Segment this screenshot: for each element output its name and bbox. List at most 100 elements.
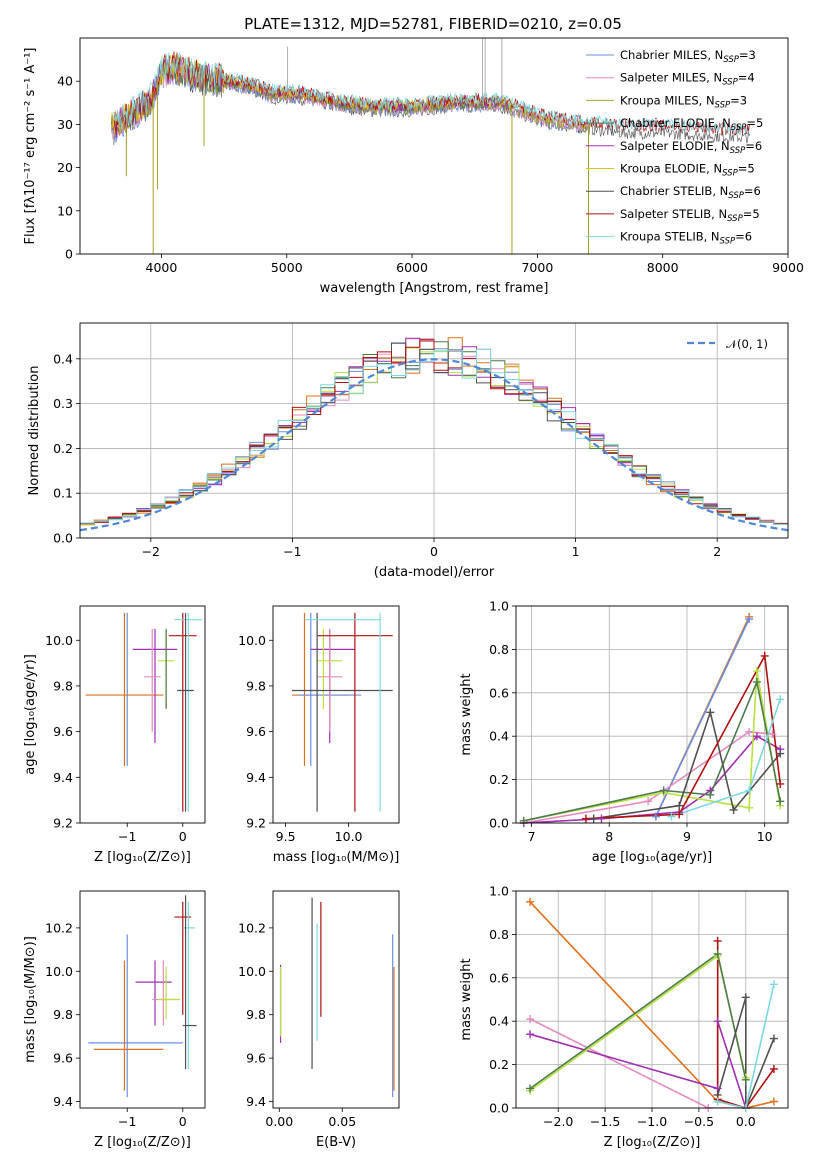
x-axis-label: Z [log₁₀(Z/Z⊙)] — [94, 850, 191, 865]
y-tick-label: 9.4 — [53, 770, 73, 785]
weight-marker — [741, 993, 750, 1002]
weight-marker — [526, 897, 535, 906]
plot-area — [110, 38, 751, 254]
y-tick-label: 0.4 — [53, 351, 73, 366]
x-tick-label: 0.00 — [265, 1114, 293, 1129]
y-tick-label: 9.8 — [53, 678, 73, 693]
x-tick-label: −1.0 — [637, 1114, 667, 1129]
panel-mass-vs-EBV: 0.00 0.05 9.4 9.6 9.8 10.0 10.2 E(B-V) — [238, 890, 400, 1150]
legend-label: 𝒩(0, 1) — [726, 337, 768, 351]
x-tick-label: −1 — [118, 1114, 136, 1129]
axes-frame — [272, 605, 400, 824]
weight-marker — [776, 779, 785, 788]
weight-marker — [589, 814, 598, 823]
weight-marker — [752, 677, 761, 686]
y-tick-label: 9.4 — [246, 1094, 266, 1109]
x-axis-label: Z [log₁₀(Z/Z⊙)] — [94, 1135, 191, 1150]
weight-marker — [526, 1084, 535, 1093]
y-tick-label: 9.8 — [246, 678, 266, 693]
x-tick-label: 7000 — [521, 260, 553, 275]
plot-area — [85, 612, 203, 812]
x-tick-label: 0 — [179, 829, 187, 844]
y-tick-label: 0.2 — [489, 1057, 509, 1072]
histogram-series-kroupa_stelib — [80, 348, 788, 525]
y-tick-label: 10.0 — [238, 964, 266, 979]
x-tick-label: 6000 — [396, 260, 428, 275]
plot-area — [88, 895, 197, 1098]
weight-marker — [675, 801, 684, 810]
weight-marker — [752, 732, 761, 741]
axes-frame — [272, 890, 400, 1109]
axes-frame — [515, 890, 789, 1109]
legend-label: Kroupa MILES, NSSP=3 — [620, 93, 747, 110]
x-axis-label: Z [log₁₀(Z/Z⊙)] — [604, 1135, 701, 1150]
weight-marker — [745, 727, 754, 736]
x-tick-label: 1 — [572, 544, 580, 559]
y-tick-label: 1.0 — [489, 599, 509, 614]
x-tick-label: −1.5 — [590, 1114, 620, 1129]
y-tick-label: 30 — [57, 117, 73, 132]
weight-marker — [776, 695, 785, 704]
weight-marker — [675, 810, 684, 819]
panel-age-vs-Z: −1 0 9.2 9.4 9.6 9.8 10.0 Z [log₁₀(Z/Z⊙)] age [l… — [23, 605, 206, 865]
weight-marker — [752, 667, 761, 676]
weight-marker — [526, 1015, 535, 1024]
legend-label: Kroupa ELODIE, NSSP=5 — [620, 162, 755, 179]
weight-marker — [651, 812, 660, 821]
y-tick-label: 0.2 — [53, 441, 73, 456]
x-tick-label: −2 — [142, 544, 160, 559]
weight-marker — [760, 651, 769, 660]
axes-frame — [79, 890, 206, 1109]
weight-marker — [644, 797, 653, 806]
weight-marker — [768, 730, 777, 739]
y-tick-label: 0.0 — [489, 816, 509, 831]
y-tick-label: 1.0 — [489, 884, 509, 899]
weight-marker — [769, 1034, 778, 1043]
weight-marker — [776, 797, 785, 806]
x-axis-label: wavelength [Angstrom, rest frame] — [320, 281, 549, 296]
weight-marker — [769, 980, 778, 989]
y-tick-label: 20 — [57, 160, 73, 175]
y-tick-label: 0 — [65, 247, 73, 262]
x-axis-label: mass [log₁₀(M/M⊙)] — [273, 850, 400, 865]
weight-series-chabrier_stelib — [716, 997, 775, 1108]
x-tick-label: 8 — [605, 829, 613, 844]
y-tick-label: 0.2 — [489, 772, 509, 787]
x-tick-label: 2 — [713, 544, 721, 559]
spectrum-series-kroupa_stelib — [113, 52, 751, 135]
x-tick-label: 10 — [757, 829, 773, 844]
weight-series-salpeter_elodie — [523, 735, 781, 823]
weight-marker — [776, 749, 785, 758]
spectrum-series-salpeter_stelib — [113, 51, 751, 136]
y-axis-label: mass weight — [459, 958, 474, 1040]
y-axis-label: mass [log₁₀(M/M⊙)] — [23, 936, 38, 1063]
x-tick-label: 0 — [179, 1114, 187, 1129]
x-tick-label: 7 — [528, 829, 536, 844]
x-tick-label: −0.5 — [684, 1114, 714, 1129]
y-tick-label: 0.0 — [489, 1101, 509, 1116]
weight-marker — [745, 803, 754, 812]
x-tick-label: −1 — [118, 829, 136, 844]
weight-series-kroupa_stelib — [717, 984, 775, 1108]
weight-series-chabrier_miles — [655, 618, 750, 817]
x-tick-label: 10.0 — [335, 829, 363, 844]
y-tick-label: 10.2 — [238, 920, 266, 935]
x-tick-label: 4000 — [146, 260, 178, 275]
axes-frame — [515, 605, 789, 824]
y-tick-label: 10.0 — [238, 633, 266, 648]
y-tick-label: 9.8 — [53, 1007, 73, 1022]
weight-marker — [713, 936, 722, 945]
gaussian-curve — [80, 358, 788, 532]
legend-label: Chabrier ELODIE, NSSP=5 — [620, 116, 763, 133]
x-tick-label: 0.0 — [736, 1114, 756, 1129]
y-tick-label: 0.6 — [489, 970, 509, 985]
y-tick-label: 9.2 — [53, 816, 73, 831]
panel-age-vs-mass: 9.5 10.0 9.2 9.4 9.6 9.8 10.0 mass [log₁₀(M/M⊙)… — [238, 605, 400, 865]
panel-residual-histogram: −2 −1 0 1 2 0.0 0.1 0.2 0.3 0.4 (data-model)/error… — [27, 322, 789, 580]
plot-area — [291, 612, 393, 812]
y-tick-label: 9.4 — [246, 770, 266, 785]
figure-title: PLATE=1312, MJD=52781, FIBERID=0210, z=0… — [244, 15, 622, 33]
axes-frame — [79, 605, 206, 824]
y-tick-label: 40 — [57, 74, 73, 89]
x-axis-label: age [log₁₀(age/yr)] — [592, 850, 713, 865]
